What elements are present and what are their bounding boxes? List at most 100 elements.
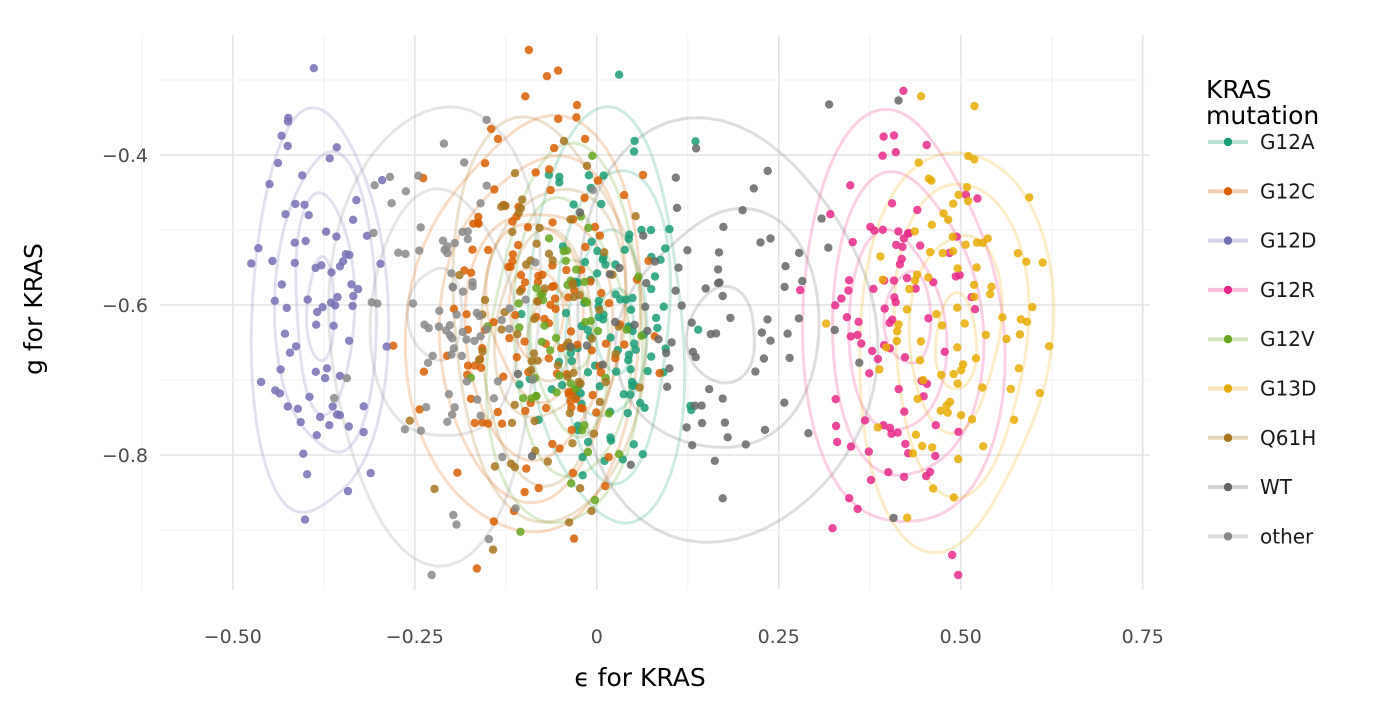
contour-g13d (933, 291, 979, 391)
point-g12a (598, 315, 608, 324)
point-g12v (561, 256, 570, 265)
point-g13d (892, 336, 901, 346)
point-g12r (916, 241, 925, 250)
point-g12a (611, 290, 620, 299)
point-other (447, 269, 456, 278)
point-g12d (300, 200, 309, 209)
point-g12c (466, 268, 476, 277)
point-g12r (884, 468, 893, 477)
legend-title-line-1: KRAS (1206, 75, 1272, 104)
point-other (458, 287, 468, 296)
point-other (434, 322, 444, 331)
point-g12a (629, 440, 638, 449)
point-q61h (566, 215, 575, 224)
point-g12d (316, 412, 325, 422)
point-wt (719, 222, 728, 232)
point-other (450, 238, 459, 248)
point-g12a (620, 245, 629, 254)
point-g12d (284, 113, 293, 123)
point-g12v (527, 394, 536, 403)
point-q61h (569, 292, 579, 302)
point-g13d (1022, 257, 1031, 266)
point-g12a (594, 296, 603, 306)
x-axis-title: ϵ for KRAS (574, 663, 705, 692)
point-g12r (826, 210, 835, 219)
point-other (440, 245, 449, 255)
point-g12d (312, 431, 321, 440)
point-g12a (584, 171, 594, 180)
point-g12d (303, 295, 312, 304)
point-g13d (954, 454, 963, 464)
point-g13d (873, 423, 882, 432)
point-g12c (534, 483, 543, 493)
point-other (463, 227, 472, 236)
point-wt (794, 314, 804, 323)
point-g12a (578, 471, 587, 480)
point-wt (665, 364, 674, 373)
point-g12d (352, 195, 361, 205)
point-g12d (298, 171, 307, 180)
point-g12v (532, 283, 541, 293)
point-g12c (524, 45, 534, 55)
point-wt (738, 206, 747, 215)
point-wt (766, 234, 775, 243)
point-g12a (569, 200, 578, 209)
data-points (247, 45, 1054, 580)
point-g12r (842, 313, 852, 322)
point-other (423, 358, 433, 367)
point-g12a (583, 368, 593, 377)
point-g12c (547, 282, 557, 291)
point-g12c (483, 419, 493, 428)
point-g13d (914, 158, 923, 167)
point-g12d (321, 227, 331, 236)
point-other (505, 304, 514, 313)
point-g12a (578, 452, 587, 462)
point-g12c (466, 394, 476, 403)
point-q61h (587, 334, 597, 343)
point-g12r (837, 294, 846, 303)
y-tick-label: −0.8 (102, 445, 148, 467)
point-g12c (508, 250, 518, 259)
point-g13d (1016, 315, 1026, 324)
point-g12d (291, 199, 300, 209)
point-wt (766, 336, 775, 345)
point-g12c (520, 487, 529, 497)
point-g12r (844, 276, 854, 285)
point-g12v (555, 371, 564, 380)
point-other (482, 181, 491, 190)
point-wt (756, 238, 765, 247)
point-g12a (601, 260, 610, 269)
x-tick-label: 0.25 (758, 626, 800, 648)
point-g12d (290, 258, 299, 268)
contour-g12a (526, 104, 687, 525)
point-g12d (344, 336, 354, 345)
point-wt (598, 360, 607, 369)
contour-g12c (484, 222, 585, 405)
point-g12d (254, 244, 263, 253)
point-q61h (565, 408, 574, 418)
point-g12d (335, 371, 345, 381)
point-q61h (527, 357, 536, 366)
point-other (470, 336, 479, 346)
point-wt (683, 246, 692, 255)
point-other (458, 327, 467, 337)
point-other (588, 186, 597, 195)
point-q61h (497, 202, 506, 211)
point-g12c (520, 337, 529, 346)
point-g12d (313, 307, 322, 317)
point-g12a (651, 313, 661, 323)
point-g12r (869, 284, 878, 294)
point-g12c (521, 92, 530, 101)
point-g13d (948, 232, 957, 241)
point-g13d (918, 441, 927, 451)
point-g12r (900, 353, 910, 362)
point-g13d (978, 383, 987, 392)
point-g12r (901, 439, 910, 449)
legend-key-point (1223, 433, 1233, 442)
point-other (416, 426, 426, 435)
contour-g12v (552, 286, 594, 370)
point-other (408, 299, 418, 308)
point-wt (682, 423, 691, 432)
